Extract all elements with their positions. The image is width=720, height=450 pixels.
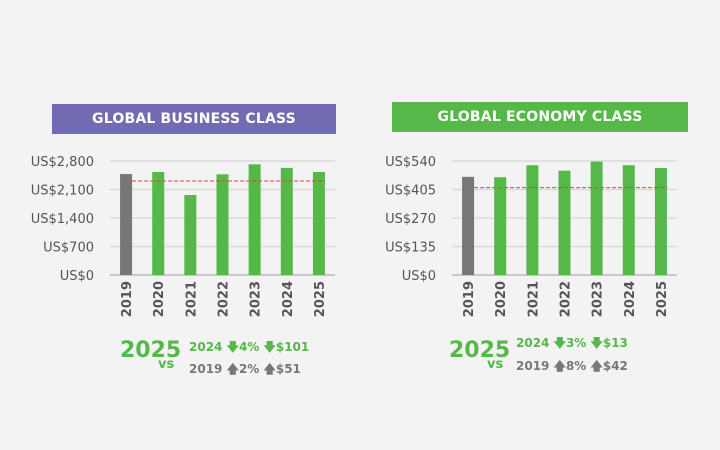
y-tick-label: US$540 xyxy=(385,155,436,170)
x-tick-label: 2023 xyxy=(249,281,264,317)
comparison-year: 2025 xyxy=(449,338,511,363)
x-tick-label: 2019 xyxy=(120,281,135,317)
x-tick-label: 2025 xyxy=(313,281,328,317)
bar-2021 xyxy=(184,194,197,275)
y-tick-label: US$270 xyxy=(385,212,436,227)
x-tick-label: 2021 xyxy=(526,281,541,317)
bar-2020 xyxy=(152,171,165,275)
bar-2022 xyxy=(558,170,571,275)
arrow-down-icon: 🡇 xyxy=(553,336,566,350)
x-tick-label: 2024 xyxy=(281,281,296,317)
y-tick-label: US$0 xyxy=(402,269,436,284)
arrow-down-icon: 🡇 xyxy=(590,336,603,350)
y-tick-label: US$135 xyxy=(385,241,436,256)
comparison-row-2024: 2024 🡇4% 🡇$101 xyxy=(189,340,310,354)
business-class-title: GLOBAL BUSINESS CLASS xyxy=(52,104,336,134)
bar-2019 xyxy=(120,174,133,275)
bar-2025 xyxy=(312,171,325,275)
bar-2021 xyxy=(526,165,539,275)
bar-2020 xyxy=(494,177,507,275)
x-tick-label: 2024 xyxy=(623,281,638,317)
x-tick-label: 2019 xyxy=(462,281,477,317)
bar-2024 xyxy=(280,167,293,275)
bar-2024 xyxy=(622,165,635,275)
comparison-year: 2025 xyxy=(120,338,182,363)
arrow-up-icon: 🡅 xyxy=(553,359,566,373)
bar-2023 xyxy=(590,161,603,275)
bar-2019 xyxy=(462,176,475,275)
arrow-down-icon: 🡇 xyxy=(226,340,239,354)
x-tick-label: 2023 xyxy=(591,281,606,317)
y-tick-label: US$0 xyxy=(60,269,94,284)
x-tick-label: 2022 xyxy=(559,281,574,317)
bar-2025 xyxy=(654,167,667,275)
arrow-up-icon: 🡅 xyxy=(226,362,239,376)
comparison-vs: vs xyxy=(158,357,175,372)
x-tick-label: 2020 xyxy=(494,281,509,317)
bar-2022 xyxy=(216,174,229,275)
comparison-row-2019: 2019 🡅2% 🡅$51 xyxy=(189,362,301,376)
y-tick-label: US$405 xyxy=(385,184,436,199)
bar-2023 xyxy=(248,164,261,275)
comparison-row-2024: 2024 🡇3% 🡇$13 xyxy=(516,336,628,350)
y-tick-label: US$2,800 xyxy=(31,155,94,170)
comparison-row-2019: 2019 🡅8% 🡅$42 xyxy=(516,359,628,373)
x-tick-label: 2025 xyxy=(655,281,670,317)
x-tick-label: 2021 xyxy=(184,281,199,317)
arrow-down-icon: 🡇 xyxy=(263,340,276,354)
x-tick-label: 2022 xyxy=(217,281,232,317)
economy-class-title: GLOBAL ECONOMY CLASS xyxy=(392,102,688,132)
x-tick-label: 2020 xyxy=(152,281,167,317)
y-tick-label: US$2,100 xyxy=(31,184,94,199)
comparison-vs: vs xyxy=(487,357,504,372)
y-tick-label: US$700 xyxy=(43,241,94,256)
arrow-up-icon: 🡅 xyxy=(263,362,276,376)
y-tick-label: US$1,400 xyxy=(31,212,94,227)
arrow-up-icon: 🡅 xyxy=(590,359,603,373)
